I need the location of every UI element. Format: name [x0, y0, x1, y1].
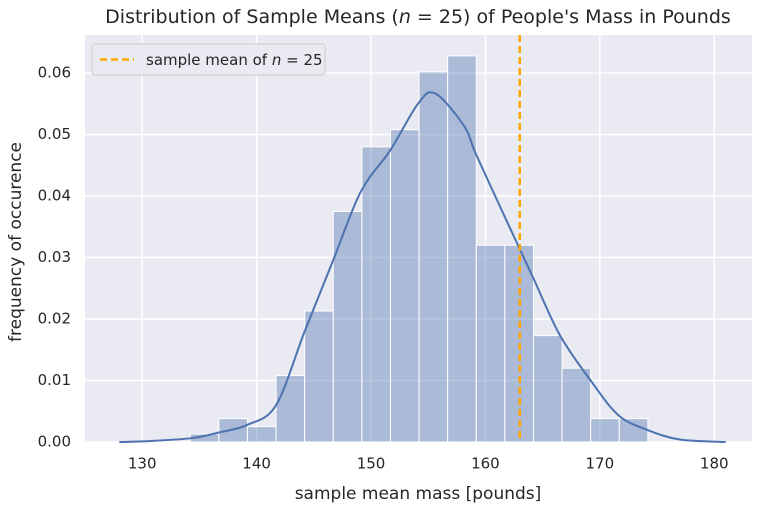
x-axis-label: sample mean mass [pounds] [295, 484, 542, 504]
bar [275, 375, 306, 443]
bar [532, 335, 563, 443]
x-tick-label: 180 [700, 455, 729, 473]
bar [304, 310, 334, 443]
x-tick-label: 160 [471, 455, 500, 473]
bar [332, 210, 363, 443]
bar [590, 418, 620, 443]
bar [246, 426, 277, 443]
title-part: Distribution of Sample Means ( [105, 6, 399, 28]
legend-part: n [272, 51, 282, 69]
y-tick-label: 0.02 [38, 310, 71, 328]
x-tick-label: 150 [357, 455, 386, 473]
x-tick-label: 140 [242, 455, 271, 473]
bar [475, 244, 506, 443]
y-axis-label: frequency of occurence [6, 142, 26, 342]
x-tick-label: 170 [586, 455, 615, 473]
bar [418, 71, 449, 443]
y-tick-label: 0.04 [38, 187, 71, 205]
legend-part: = 25 [281, 51, 322, 69]
legend-label: sample mean of n = 25 [146, 51, 323, 69]
bar [561, 367, 592, 443]
y-tick-label: 0.05 [38, 125, 71, 143]
kde-line [119, 91, 726, 443]
title-part: = 25) of People's Mass in Pounds [411, 6, 731, 28]
legend-box [91, 43, 326, 76]
title-part: n [399, 6, 411, 28]
bar [447, 55, 477, 443]
legend: sample mean of n = 25 [91, 43, 326, 76]
y-tick-label: 0.06 [38, 64, 71, 82]
y-tick-label: 0.00 [38, 433, 71, 451]
legend-part: sample mean of [146, 51, 272, 69]
bar [618, 418, 649, 443]
chart-title: Distribution of Sample Means (n = 25) of… [105, 6, 731, 28]
y-tick-label: 0.03 [38, 248, 71, 266]
y-tick-label: 0.01 [38, 371, 71, 389]
bar [361, 146, 391, 443]
x-tick-label: 130 [128, 455, 157, 473]
bar [389, 129, 420, 443]
